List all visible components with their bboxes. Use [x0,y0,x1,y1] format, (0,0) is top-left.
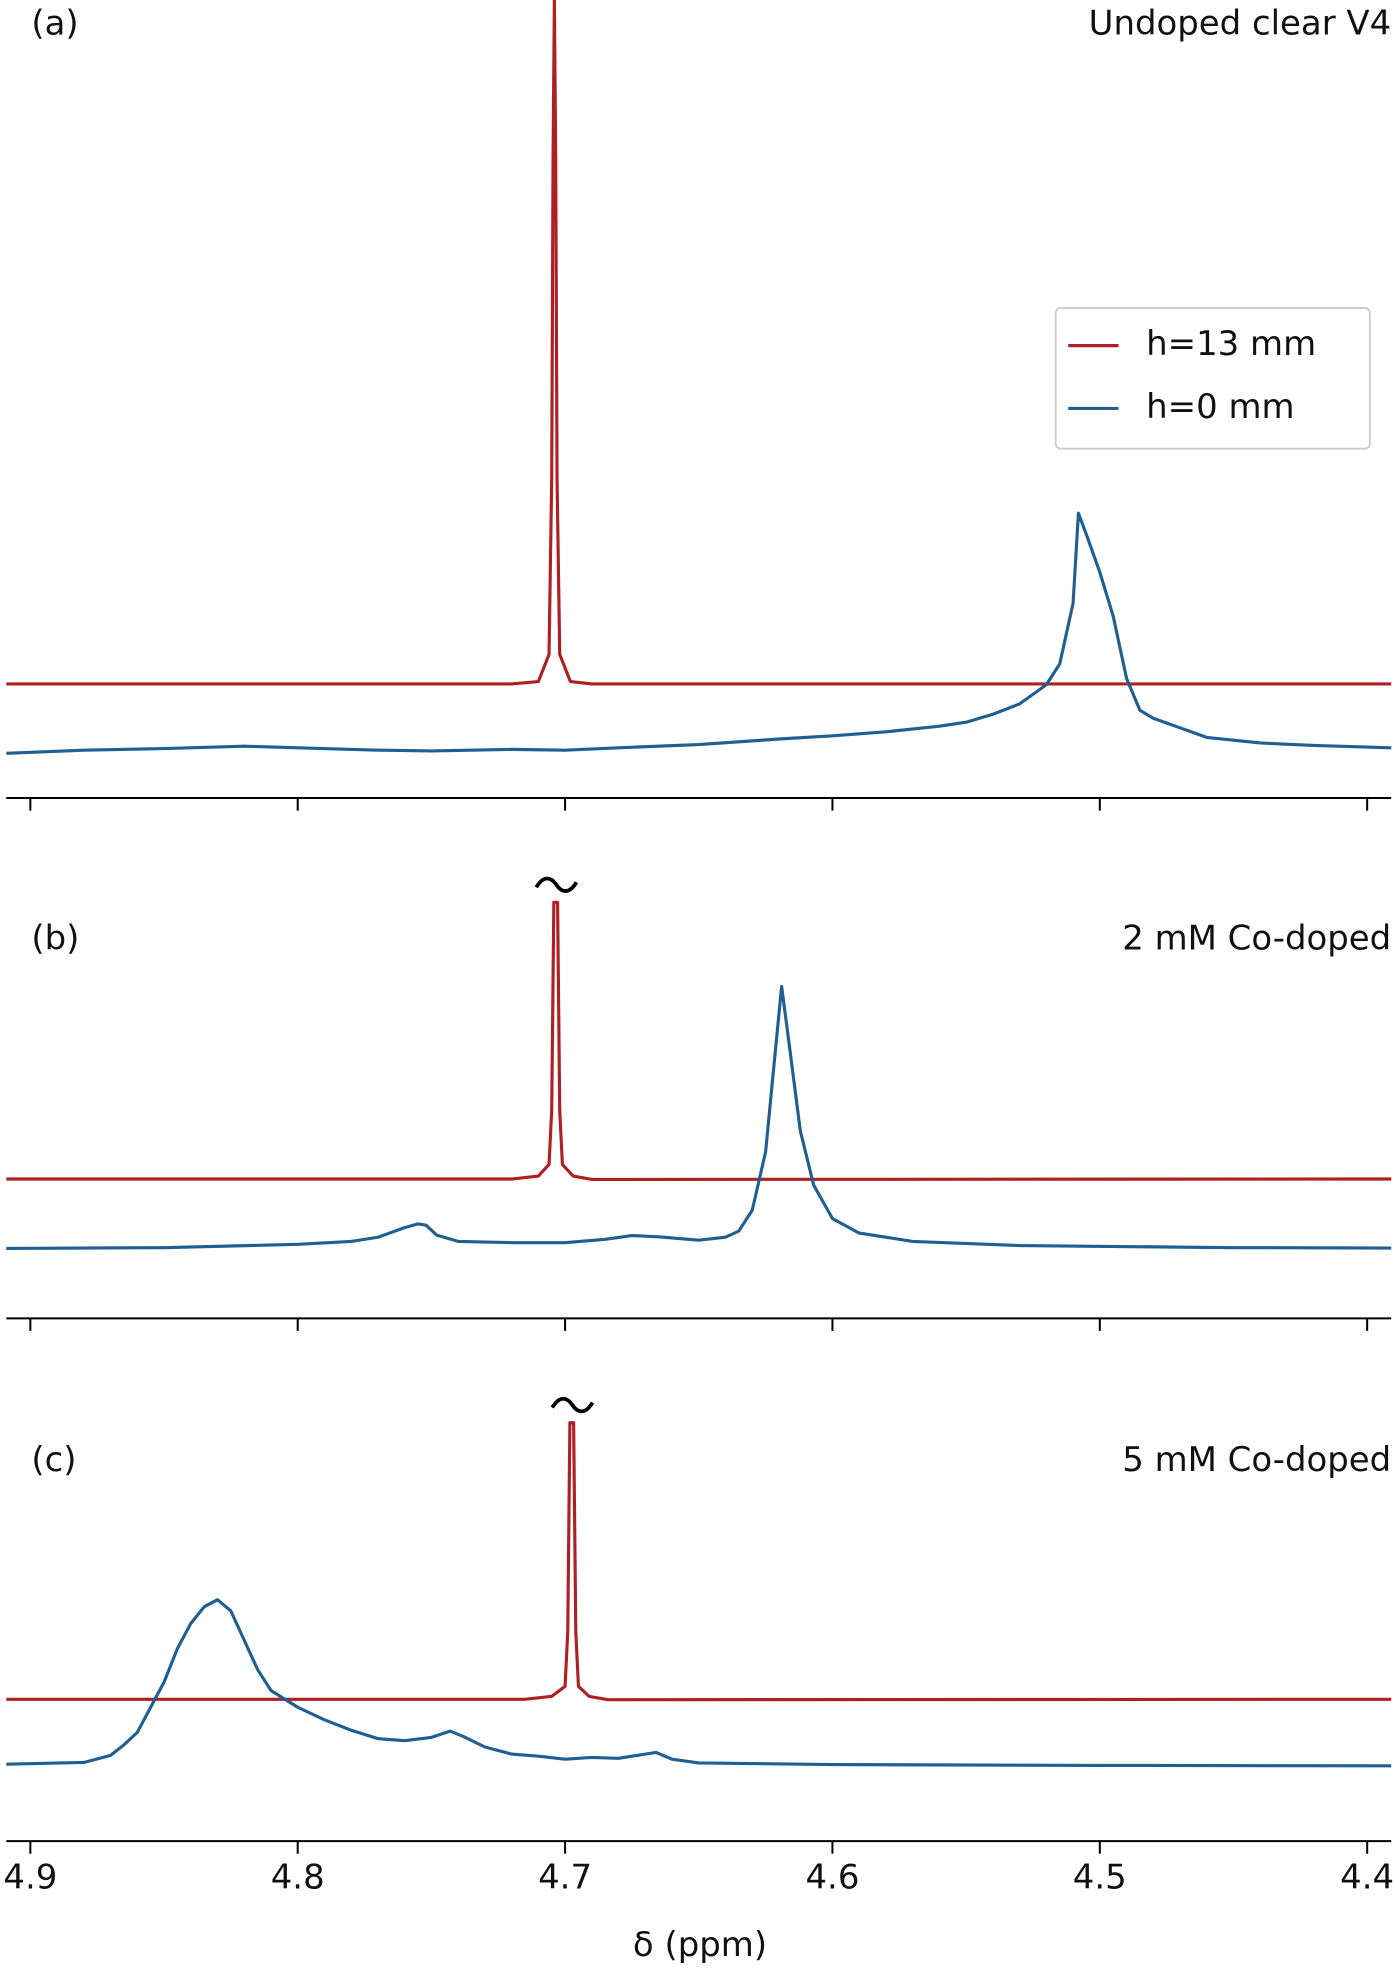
spectrum-line [6,900,1392,1181]
panel: (b) 2 mM Co-doped [6,876,1392,1331]
spectrum-line [6,1421,1392,1702]
spectrum-line [6,984,1392,1251]
axis-break-mark [550,1396,595,1414]
x-tick-label: 4.4 [1340,1858,1394,1897]
x-tick-label: 4.9 [3,1858,57,1897]
panel: (a) Undoped clear V4 h=13 mm h=0 mm [6,0,1392,811]
x-axis-label: δ (ppm) [633,1926,767,1965]
x-tick-label: 4.7 [538,1858,592,1897]
spectrum-line [6,1598,1392,1768]
panel: 4.9 4.8 4.7 4.6 4.5 4.4 δ (ppm) (c) 5 mM Co-dope… [3,1396,1394,1965]
panel-label: (c) [31,1441,76,1480]
annotation: 5 mM Co-doped [1122,1441,1391,1480]
legend-label: h=13 mm [1146,325,1316,364]
axis-break-mark [534,876,579,893]
x-tick-label: 4.5 [1073,1858,1127,1897]
x-tick-label: 4.8 [271,1858,325,1897]
legend-label: h=0 mm [1146,388,1294,427]
legend-box [1054,306,1371,450]
panel-label: (b) [31,920,79,959]
spectrum-line [6,0,1392,686]
annotation: 2 mM Co-doped [1122,920,1391,959]
panel-label: (a) [31,5,78,44]
spectrum-line [6,511,1392,755]
annotation: Undoped clear V4 [1089,5,1392,44]
x-tick-label: 4.6 [805,1858,859,1897]
